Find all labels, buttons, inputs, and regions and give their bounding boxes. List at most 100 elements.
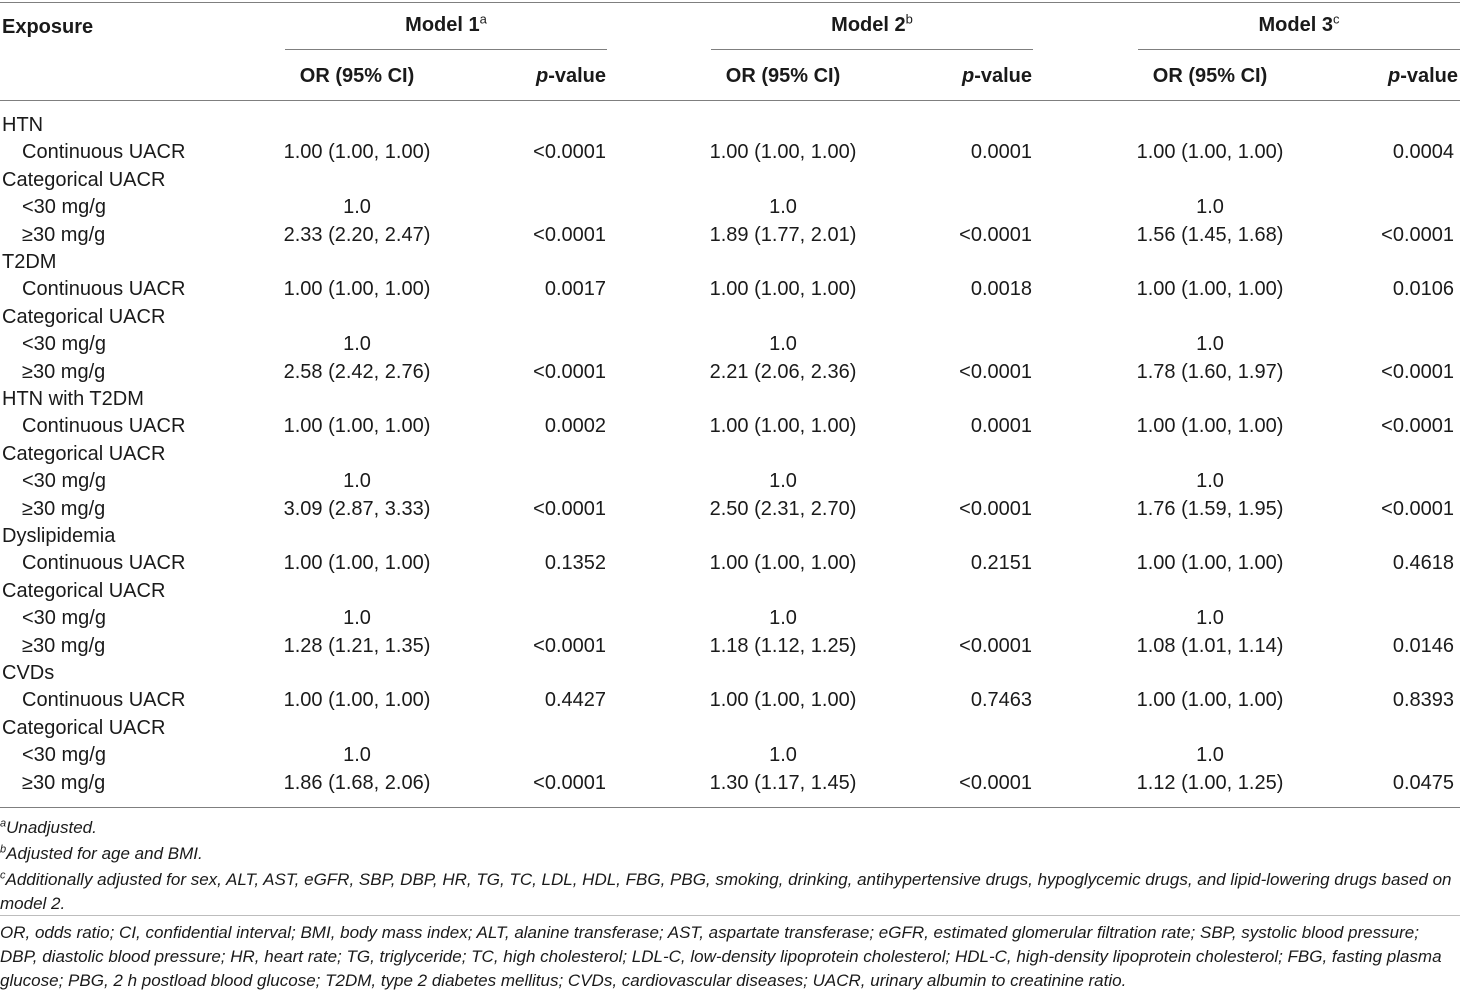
or-ci-cell-model-1: 1.00 (1.00, 1.00)	[283, 689, 431, 711]
p-value-header-3: p-value	[1387, 65, 1458, 87]
row-label: ≥30 mg/g	[22, 224, 106, 246]
p-value-cell-model-2: <0.0001	[959, 498, 1032, 520]
or-ci-cell-model-3: 1.00 (1.00, 1.00)	[1136, 415, 1284, 437]
model-1-underline	[285, 49, 607, 50]
or-ci-cell-model-1: 1.00 (1.00, 1.00)	[283, 278, 431, 300]
p-value-cell-model-2: 0.0001	[970, 141, 1032, 163]
footnote-c: cAdditionally adjusted for sex, ALT, AST…	[0, 869, 1452, 913]
row-label: ≥30 mg/g	[22, 498, 106, 520]
p-value-cell-model-3: 0.0146	[1392, 635, 1454, 657]
or-ci-cell-model-2: 2.50 (2.31, 2.70)	[709, 498, 857, 520]
model-3-header: Model 3c	[1258, 11, 1340, 36]
p-value-cell-model-1: <0.0001	[533, 224, 606, 246]
row-label: Continuous UACR	[22, 141, 186, 163]
or-ci-cell-model-1: 1.00 (1.00, 1.00)	[283, 415, 431, 437]
or-ci-cell-model-2: 1.30 (1.17, 1.45)	[709, 772, 857, 794]
or-ci-cell-model-1: 1.00 (1.00, 1.00)	[283, 552, 431, 574]
p-value-cell-model-1: <0.0001	[533, 141, 606, 163]
p-value-cell-model-1: 0.4427	[544, 689, 606, 711]
row-label: T2DM	[2, 251, 57, 273]
p-value-cell-model-1: <0.0001	[533, 635, 606, 657]
row-label: Categorical UACR	[2, 443, 166, 465]
p-value-cell-model-3: <0.0001	[1381, 498, 1454, 520]
footnote-b: bAdjusted for age and BMI.	[0, 843, 203, 863]
row-label: CVDs	[2, 662, 55, 684]
footnote-a: aUnadjusted.	[0, 817, 97, 837]
or-ci-cell-model-3: 1.08 (1.01, 1.14)	[1136, 635, 1284, 657]
p-value-cell-model-1: <0.0001	[533, 361, 606, 383]
or-ci-cell-model-3: 1.0	[1196, 470, 1224, 492]
or-ci-cell-model-2: 1.0	[769, 196, 797, 218]
or-ci-cell-model-2: 1.0	[769, 333, 797, 355]
or-ci-cell-model-1: 1.0	[343, 744, 371, 766]
or-ci-cell-model-1: 1.0	[343, 470, 371, 492]
row-label: HTN with T2DM	[2, 388, 144, 410]
or-ci-cell-model-3: 1.78 (1.60, 1.97)	[1136, 361, 1284, 383]
row-label: <30 mg/g	[22, 470, 106, 492]
p-value-cell-model-3: <0.0001	[1381, 361, 1454, 383]
p-value-cell-model-1: <0.0001	[533, 498, 606, 520]
p-value-cell-model-2: <0.0001	[959, 635, 1032, 657]
p-value-cell-model-2: 0.2151	[970, 552, 1032, 574]
row-label: ≥30 mg/g	[22, 772, 106, 794]
or-ci-cell-model-3: 1.00 (1.00, 1.00)	[1136, 141, 1284, 163]
p-value-cell-model-2: <0.0001	[959, 361, 1032, 383]
or-ci-cell-model-3: 1.00 (1.00, 1.00)	[1136, 689, 1284, 711]
or-ci-cell-model-2: 1.00 (1.00, 1.00)	[709, 415, 857, 437]
or-ci-cell-model-1: 2.33 (2.20, 2.47)	[283, 224, 431, 246]
row-label: Continuous UACR	[22, 415, 186, 437]
abbreviations-note: OR, odds ratio; CI, confidential interva…	[0, 923, 1442, 990]
or-ci-cell-model-3: 1.00 (1.00, 1.00)	[1136, 552, 1284, 574]
p-value-cell-model-3: 0.0004	[1392, 141, 1454, 163]
row-label: Categorical UACR	[2, 169, 166, 191]
p-value-cell-model-1: <0.0001	[533, 772, 606, 794]
model-1-header: Model 1a	[405, 11, 487, 36]
p-value-cell-model-1: 0.0017	[544, 278, 606, 300]
or-ci-cell-model-2: 2.21 (2.06, 2.36)	[709, 361, 857, 383]
p-value-cell-model-3: <0.0001	[1381, 415, 1454, 437]
or-ci-cell-model-2: 1.00 (1.00, 1.00)	[709, 689, 857, 711]
p-value-header-2: p-value	[961, 65, 1032, 87]
row-label: ≥30 mg/g	[22, 635, 106, 657]
or-ci-cell-model-2: 1.18 (1.12, 1.25)	[709, 635, 857, 657]
row-label: Continuous UACR	[22, 552, 186, 574]
or-ci-cell-model-3: 1.0	[1196, 333, 1224, 355]
or-ci-cell-model-2: 1.0	[769, 607, 797, 629]
or-ci-header-1: OR (95% CI)	[299, 65, 415, 87]
p-value-cell-model-3: <0.0001	[1381, 224, 1454, 246]
model-3-underline	[1138, 49, 1460, 50]
or-ci-cell-model-1: 1.0	[343, 607, 371, 629]
p-value-cell-model-2: 0.0018	[970, 278, 1032, 300]
or-ci-cell-model-2: 1.0	[769, 470, 797, 492]
or-ci-cell-model-1: 1.0	[343, 196, 371, 218]
p-value-cell-model-3: 0.0475	[1392, 772, 1454, 794]
or-ci-cell-model-1: 2.58 (2.42, 2.76)	[283, 361, 431, 383]
or-ci-cell-model-3: 1.76 (1.59, 1.95)	[1136, 498, 1284, 520]
row-label: <30 mg/g	[22, 607, 106, 629]
footnote-divider	[0, 915, 1460, 916]
row-label: Categorical UACR	[2, 306, 166, 328]
or-ci-cell-model-3: 1.12 (1.00, 1.25)	[1136, 772, 1284, 794]
p-value-cell-model-1: 0.0002	[544, 415, 606, 437]
p-value-cell-model-2: <0.0001	[959, 224, 1032, 246]
or-ci-cell-model-2: 1.00 (1.00, 1.00)	[709, 141, 857, 163]
or-ci-header-2: OR (95% CI)	[725, 65, 841, 87]
or-ci-cell-model-1: 1.86 (1.68, 2.06)	[283, 772, 431, 794]
or-ci-cell-model-2: 1.89 (1.77, 2.01)	[709, 224, 857, 246]
or-ci-cell-model-1: 1.0	[343, 333, 371, 355]
or-ci-cell-model-2: 1.0	[769, 744, 797, 766]
footnotes: aUnadjusted. bAdjusted for age and BMI. …	[0, 816, 1460, 916]
exposure-header: Exposure	[2, 16, 94, 38]
row-label: <30 mg/g	[22, 744, 106, 766]
model-2-header: Model 2b	[831, 11, 913, 36]
row-label: ≥30 mg/g	[22, 361, 106, 383]
or-ci-cell-model-3: 1.56 (1.45, 1.68)	[1136, 224, 1284, 246]
p-value-cell-model-1: 0.1352	[544, 552, 606, 574]
p-value-cell-model-2: 0.0001	[970, 415, 1032, 437]
p-value-cell-model-3: 0.8393	[1392, 689, 1454, 711]
or-ci-cell-model-1: 1.00 (1.00, 1.00)	[283, 141, 431, 163]
row-label: Categorical UACR	[2, 717, 166, 739]
row-label: HTN	[2, 114, 44, 136]
or-ci-cell-model-1: 3.09 (2.87, 3.33)	[283, 498, 431, 520]
